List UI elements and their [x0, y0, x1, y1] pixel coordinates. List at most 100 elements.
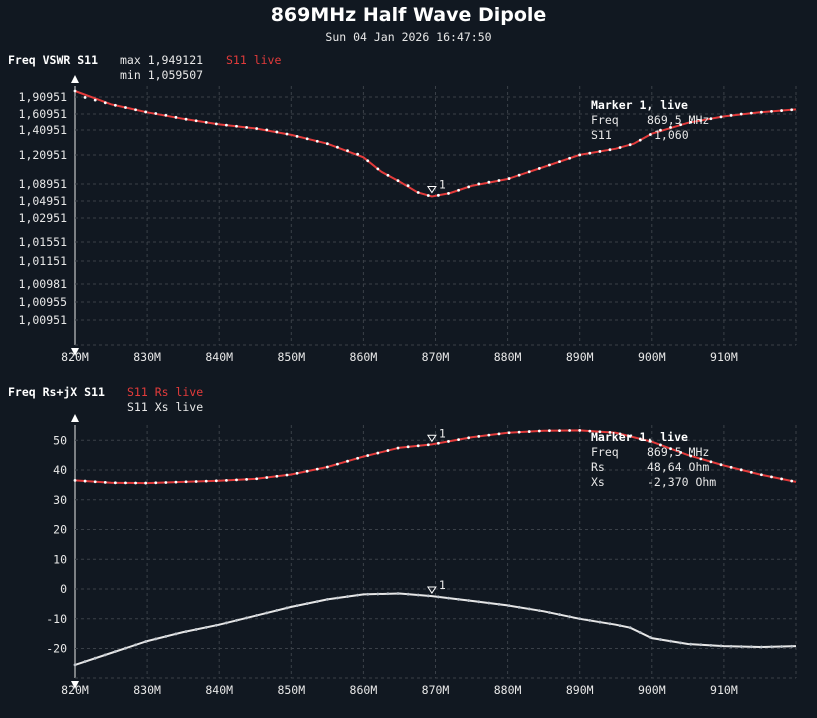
rs-data-point: [719, 463, 723, 467]
rs-data-point: [245, 477, 248, 481]
vswr-data-point: [416, 191, 420, 194]
vswr-data-point: [83, 96, 87, 99]
rs-data-point: [598, 430, 602, 434]
marker1-title: Marker 1, live: [591, 98, 688, 112]
rs-data-point: [457, 438, 460, 442]
xs-data-point: [497, 602, 501, 606]
rx-x-tick-label: 890M: [566, 683, 594, 697]
vswr-data-point: [517, 173, 521, 177]
xs-data-point: [164, 635, 168, 638]
vswr-x-tick-label: 840M: [205, 350, 233, 364]
marker2-rs-label: Rs: [591, 460, 605, 474]
vswr-x-tick-label: 880M: [494, 350, 522, 364]
xs-data-point: [245, 616, 248, 620]
vswr-data-point: [618, 146, 622, 149]
panel2-legend-rs[interactable]: S11 Rs live: [127, 385, 204, 399]
rs-data-point: [255, 477, 259, 481]
rs-data-point: [93, 480, 97, 484]
vswr-data-point: [729, 114, 733, 117]
vswr-data-point: [780, 109, 783, 112]
vswr-data-point: [487, 180, 491, 184]
vswr-x-tick-label: 860M: [350, 350, 378, 364]
xs-data-point: [507, 604, 511, 608]
xs-data-point: [416, 593, 420, 597]
vswr-data-point: [739, 112, 743, 116]
scroll-down-arrow-icon: [71, 348, 79, 356]
vswr-x-tick-label: 900M: [638, 350, 666, 364]
rs-data-point: [406, 445, 410, 449]
vswr-y-tick-label: 1,08951: [19, 177, 68, 191]
vswr-data-point: [497, 179, 501, 182]
rs-data-point: [507, 431, 511, 435]
rs-data-point: [396, 446, 400, 450]
rx-x-tick-label: 900M: [638, 683, 666, 697]
xs-data-point: [396, 592, 400, 595]
vswr-data-point: [305, 137, 309, 141]
vswr-data-point: [174, 115, 178, 119]
vswr-grid: [74, 86, 797, 346]
vswr-data-point: [255, 127, 259, 130]
rx-marker-label: 1: [439, 426, 446, 440]
vswr-x-tick-label: 830M: [133, 350, 161, 364]
rs-data-point: [497, 432, 501, 436]
rs-data-point: [103, 481, 107, 484]
vswr-data-point: [548, 163, 551, 167]
vswr-data-point: [659, 128, 662, 132]
xs-data-point: [194, 628, 198, 631]
rs-data-point: [376, 451, 380, 455]
rs-data-point: [699, 457, 703, 461]
rs-data-point: [134, 481, 137, 485]
xs-data-point: [83, 660, 87, 663]
rx-y-tick-label: -10: [46, 612, 67, 626]
rs-data-point: [679, 451, 683, 454]
vswr-data-point: [144, 110, 148, 114]
xs-data-point: [578, 617, 582, 621]
vswr-x-tick-label: 820M: [61, 350, 89, 364]
scroll-up-arrow-icon: [71, 414, 79, 422]
xs-data-point: [235, 619, 238, 622]
xs-data-point: [73, 663, 77, 667]
vswr-data-point: [598, 150, 602, 153]
vswr-data-point: [578, 153, 582, 157]
vswr-data-point: [225, 123, 228, 127]
rs-data-point: [73, 479, 77, 482]
vswr-data-point: [366, 159, 370, 163]
xs-data-point: [689, 642, 693, 646]
vswr-data-point: [336, 145, 339, 149]
vswr-data-point: [93, 98, 97, 102]
rs-data-point: [467, 436, 471, 440]
vswr-data-point: [507, 177, 511, 180]
vswr-data-point: [537, 167, 541, 170]
rx-marker-label: 1: [439, 578, 446, 592]
marker2-title: Marker 1, live: [591, 430, 688, 444]
rs-data-point: [436, 441, 440, 445]
vswr-marker-label: 1: [439, 178, 446, 192]
panel2-heading: Freq Rs+jX S11: [8, 385, 105, 399]
vswr-data-point: [204, 120, 208, 124]
vswr-series-line: [74, 90, 797, 198]
xs-data-point: [679, 641, 683, 645]
rs-data-point: [578, 429, 582, 432]
vswr-data-point: [295, 134, 299, 138]
rs-data-point: [113, 481, 117, 485]
xs-data-point: [295, 604, 299, 608]
vswr-data-point: [103, 101, 107, 105]
vswr-data-point: [719, 115, 723, 119]
xs-data-point: [739, 645, 743, 648]
marker-triangle-icon: [426, 586, 437, 594]
xs-data-point: [356, 593, 360, 597]
marker2-xs-label: Xs: [591, 475, 605, 489]
vswr-x-tick-label: 870M: [422, 350, 450, 364]
panel2-legend-xs[interactable]: S11 Xs live: [127, 400, 204, 414]
vswr-data-point: [527, 170, 531, 174]
xs-data-point: [376, 592, 380, 596]
panel1-legend-s11[interactable]: S11 live: [226, 53, 282, 67]
vswr-data-point: [164, 113, 168, 117]
marker2-rs-value: 48,64 Ohm: [647, 460, 710, 474]
xs-data-point: [598, 620, 602, 624]
xs-data-point: [537, 609, 541, 612]
rs-data-point: [517, 430, 521, 434]
xs-data-point: [447, 596, 450, 600]
xs-data-point: [517, 605, 521, 609]
xs-data-point: [305, 602, 309, 605]
